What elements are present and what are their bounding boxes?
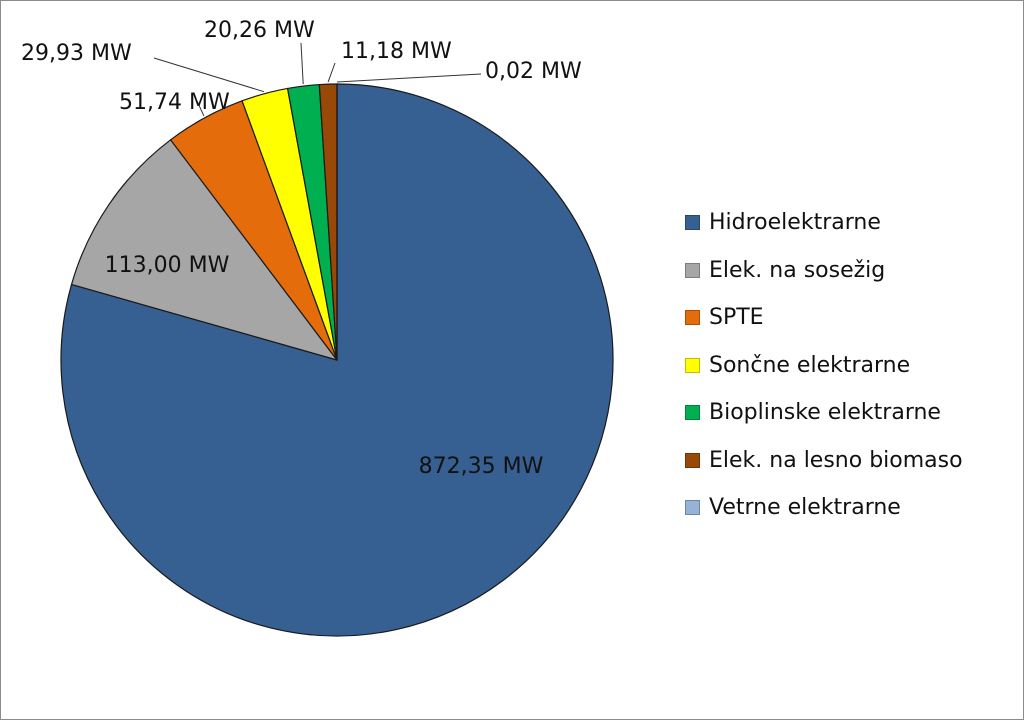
data-label-4: 29,93 MW bbox=[21, 41, 132, 66]
data-label-7: 0,02 MW bbox=[485, 59, 582, 84]
legend-swatch bbox=[685, 310, 700, 326]
legend-label: Sončne elektrarne bbox=[709, 352, 911, 378]
legend-item-2: Elek. na sosežig bbox=[685, 247, 963, 295]
legend: Hidroelektrarne Elek. na sosežig SPTE Sončn… bbox=[685, 199, 963, 532]
legend-item-5: Bioplinske elektrarne bbox=[685, 389, 963, 437]
leader-line-6 bbox=[327, 62, 336, 83]
legend-swatch bbox=[685, 357, 700, 373]
legend-swatch bbox=[685, 215, 700, 231]
pie-slice-2 bbox=[70, 139, 338, 361]
legend-item-4: Sončne elektrarne bbox=[685, 342, 963, 390]
legend-item-3: SPTE bbox=[685, 294, 963, 342]
legend-swatch bbox=[685, 500, 700, 516]
legend-item-1: Hidroelektrarne bbox=[685, 199, 963, 247]
legend-label: Bioplinske elektrarne bbox=[709, 400, 941, 426]
legend-label: Elek. na lesno biomaso bbox=[709, 447, 963, 473]
data-label-2: 113,00 MW bbox=[105, 253, 230, 278]
leader-line-5 bbox=[300, 42, 304, 85]
data-label-3: 51,74 MW bbox=[119, 90, 230, 115]
leader-line-3 bbox=[196, 100, 205, 117]
legend-item-7: Vetrne elektrarne bbox=[685, 484, 963, 532]
legend-item-6: Elek. na lesno biomaso bbox=[685, 437, 963, 485]
legend-label: Vetrne elektrarne bbox=[709, 495, 901, 521]
legend-label: Hidroelektrarne bbox=[709, 210, 881, 236]
legend-label: SPTE bbox=[709, 305, 764, 331]
legend-swatch bbox=[685, 262, 700, 278]
legend-label: Elek. na sosežig bbox=[709, 257, 886, 283]
data-label-1: 872,35 MW bbox=[419, 454, 544, 479]
legend-swatch bbox=[685, 452, 700, 468]
leader-line-4 bbox=[153, 57, 265, 93]
legend-swatch bbox=[685, 405, 700, 421]
data-label-6: 11,18 MW bbox=[341, 39, 452, 64]
data-label-5: 20,26 MW bbox=[204, 18, 315, 43]
leader-line-7 bbox=[336, 73, 482, 83]
